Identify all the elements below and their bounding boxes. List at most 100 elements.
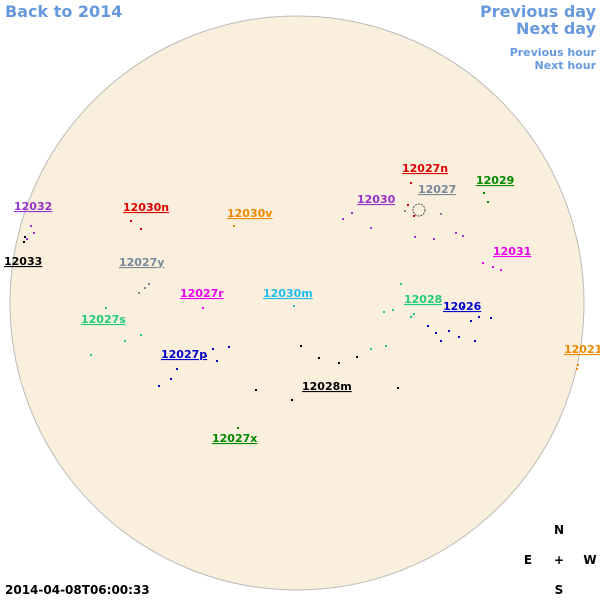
sunspot (576, 368, 578, 370)
sunspot (413, 215, 415, 217)
sunspot (404, 210, 406, 212)
sunspot (492, 266, 494, 268)
sunspot (233, 225, 235, 227)
sunspot (448, 330, 450, 332)
next-day-link[interactable]: Next day (516, 19, 597, 38)
sunspot (400, 283, 402, 285)
region-label: 12021 (564, 343, 600, 356)
compass-west: W (583, 553, 596, 567)
sunspot (385, 345, 387, 347)
sunspot (24, 236, 26, 238)
sunspot (577, 364, 579, 366)
sunspot (435, 332, 437, 334)
sunspot (105, 307, 107, 309)
sunspot (370, 227, 372, 229)
sunspot (342, 218, 344, 220)
sunspot (500, 269, 502, 271)
sunspot (455, 232, 457, 234)
sunspot (414, 236, 416, 238)
previous-hour-link[interactable]: Previous hour (510, 46, 597, 59)
sunspot (237, 427, 239, 429)
sunspot (356, 356, 358, 358)
region-label: 12027 (418, 183, 456, 196)
sunspot (144, 287, 146, 289)
sunspot (138, 292, 140, 294)
sunspot (228, 346, 230, 348)
sunspot (470, 320, 472, 322)
region-label: 12030n (123, 201, 169, 214)
compass-center: + (554, 553, 564, 567)
sunspot (338, 362, 340, 364)
sunspot (474, 340, 476, 342)
compass-south: S (555, 583, 564, 597)
sunspot (397, 387, 399, 389)
sunspot (158, 385, 160, 387)
previous-day-link[interactable]: Previous day (480, 2, 597, 21)
sunspot (140, 334, 142, 336)
region-label: 12027n (402, 162, 448, 175)
spot-outline (412, 203, 426, 217)
sunspot (407, 204, 409, 206)
sunspot (370, 348, 372, 350)
sunspot (392, 309, 394, 311)
sunspot (205, 355, 207, 357)
sunspot (410, 182, 412, 184)
next-hour-link[interactable]: Next hour (535, 59, 597, 72)
sunspot (478, 316, 480, 318)
sunspot (483, 192, 485, 194)
sunspot (26, 238, 28, 240)
sunspot (482, 262, 484, 264)
region-label: 12027r (180, 287, 224, 300)
sunspot (440, 213, 442, 215)
region-label: 12027y (119, 256, 164, 269)
sunspot (487, 201, 489, 203)
sunspot (318, 357, 320, 359)
sunspot (351, 212, 353, 214)
region-label: 12030m (263, 287, 313, 300)
sunspot (140, 228, 142, 230)
region-label: 12028 (404, 293, 442, 306)
region-label: 12027x (212, 432, 257, 445)
sunspot (30, 225, 32, 227)
sunspot (458, 336, 460, 338)
sunspot (433, 238, 435, 240)
region-label: 12030v (227, 207, 273, 220)
sunspot (410, 316, 412, 318)
sunspot (440, 340, 442, 342)
sunspot (148, 283, 150, 285)
sunspot (33, 232, 35, 234)
sunspot (462, 306, 464, 308)
sunspot (490, 317, 492, 319)
sunspot (176, 368, 178, 370)
sunspot (90, 354, 92, 356)
sunspot (202, 307, 204, 309)
sunspot (413, 313, 415, 315)
region-label: 12031 (493, 245, 531, 258)
region-label: 12033 (4, 255, 42, 268)
solar-disk (9, 15, 585, 591)
region-label: 12029 (476, 174, 514, 187)
region-label: 12030 (357, 193, 396, 206)
sunspot (383, 311, 385, 313)
region-label: 12027p (161, 348, 207, 361)
sunspot (291, 399, 293, 401)
sunspot (212, 348, 214, 350)
sunspot (170, 378, 172, 380)
sunspot (23, 241, 25, 243)
timestamp: 2014-04-08T06:00:33 (5, 583, 150, 597)
sunspot (300, 345, 302, 347)
compass-north: N (554, 523, 564, 537)
region-label: 12027s (81, 313, 126, 326)
region-label: 12028m (302, 380, 352, 393)
sunspot (124, 340, 126, 342)
back-link[interactable]: Back to 2014 (5, 2, 122, 21)
sunspot (216, 360, 218, 362)
sunspot (255, 389, 257, 391)
sunspot (130, 220, 132, 222)
sunspot (427, 325, 429, 327)
sunspot (462, 235, 464, 237)
region-label: 12032 (14, 200, 52, 213)
sunspot (293, 305, 295, 307)
compass-east: E (524, 553, 532, 567)
